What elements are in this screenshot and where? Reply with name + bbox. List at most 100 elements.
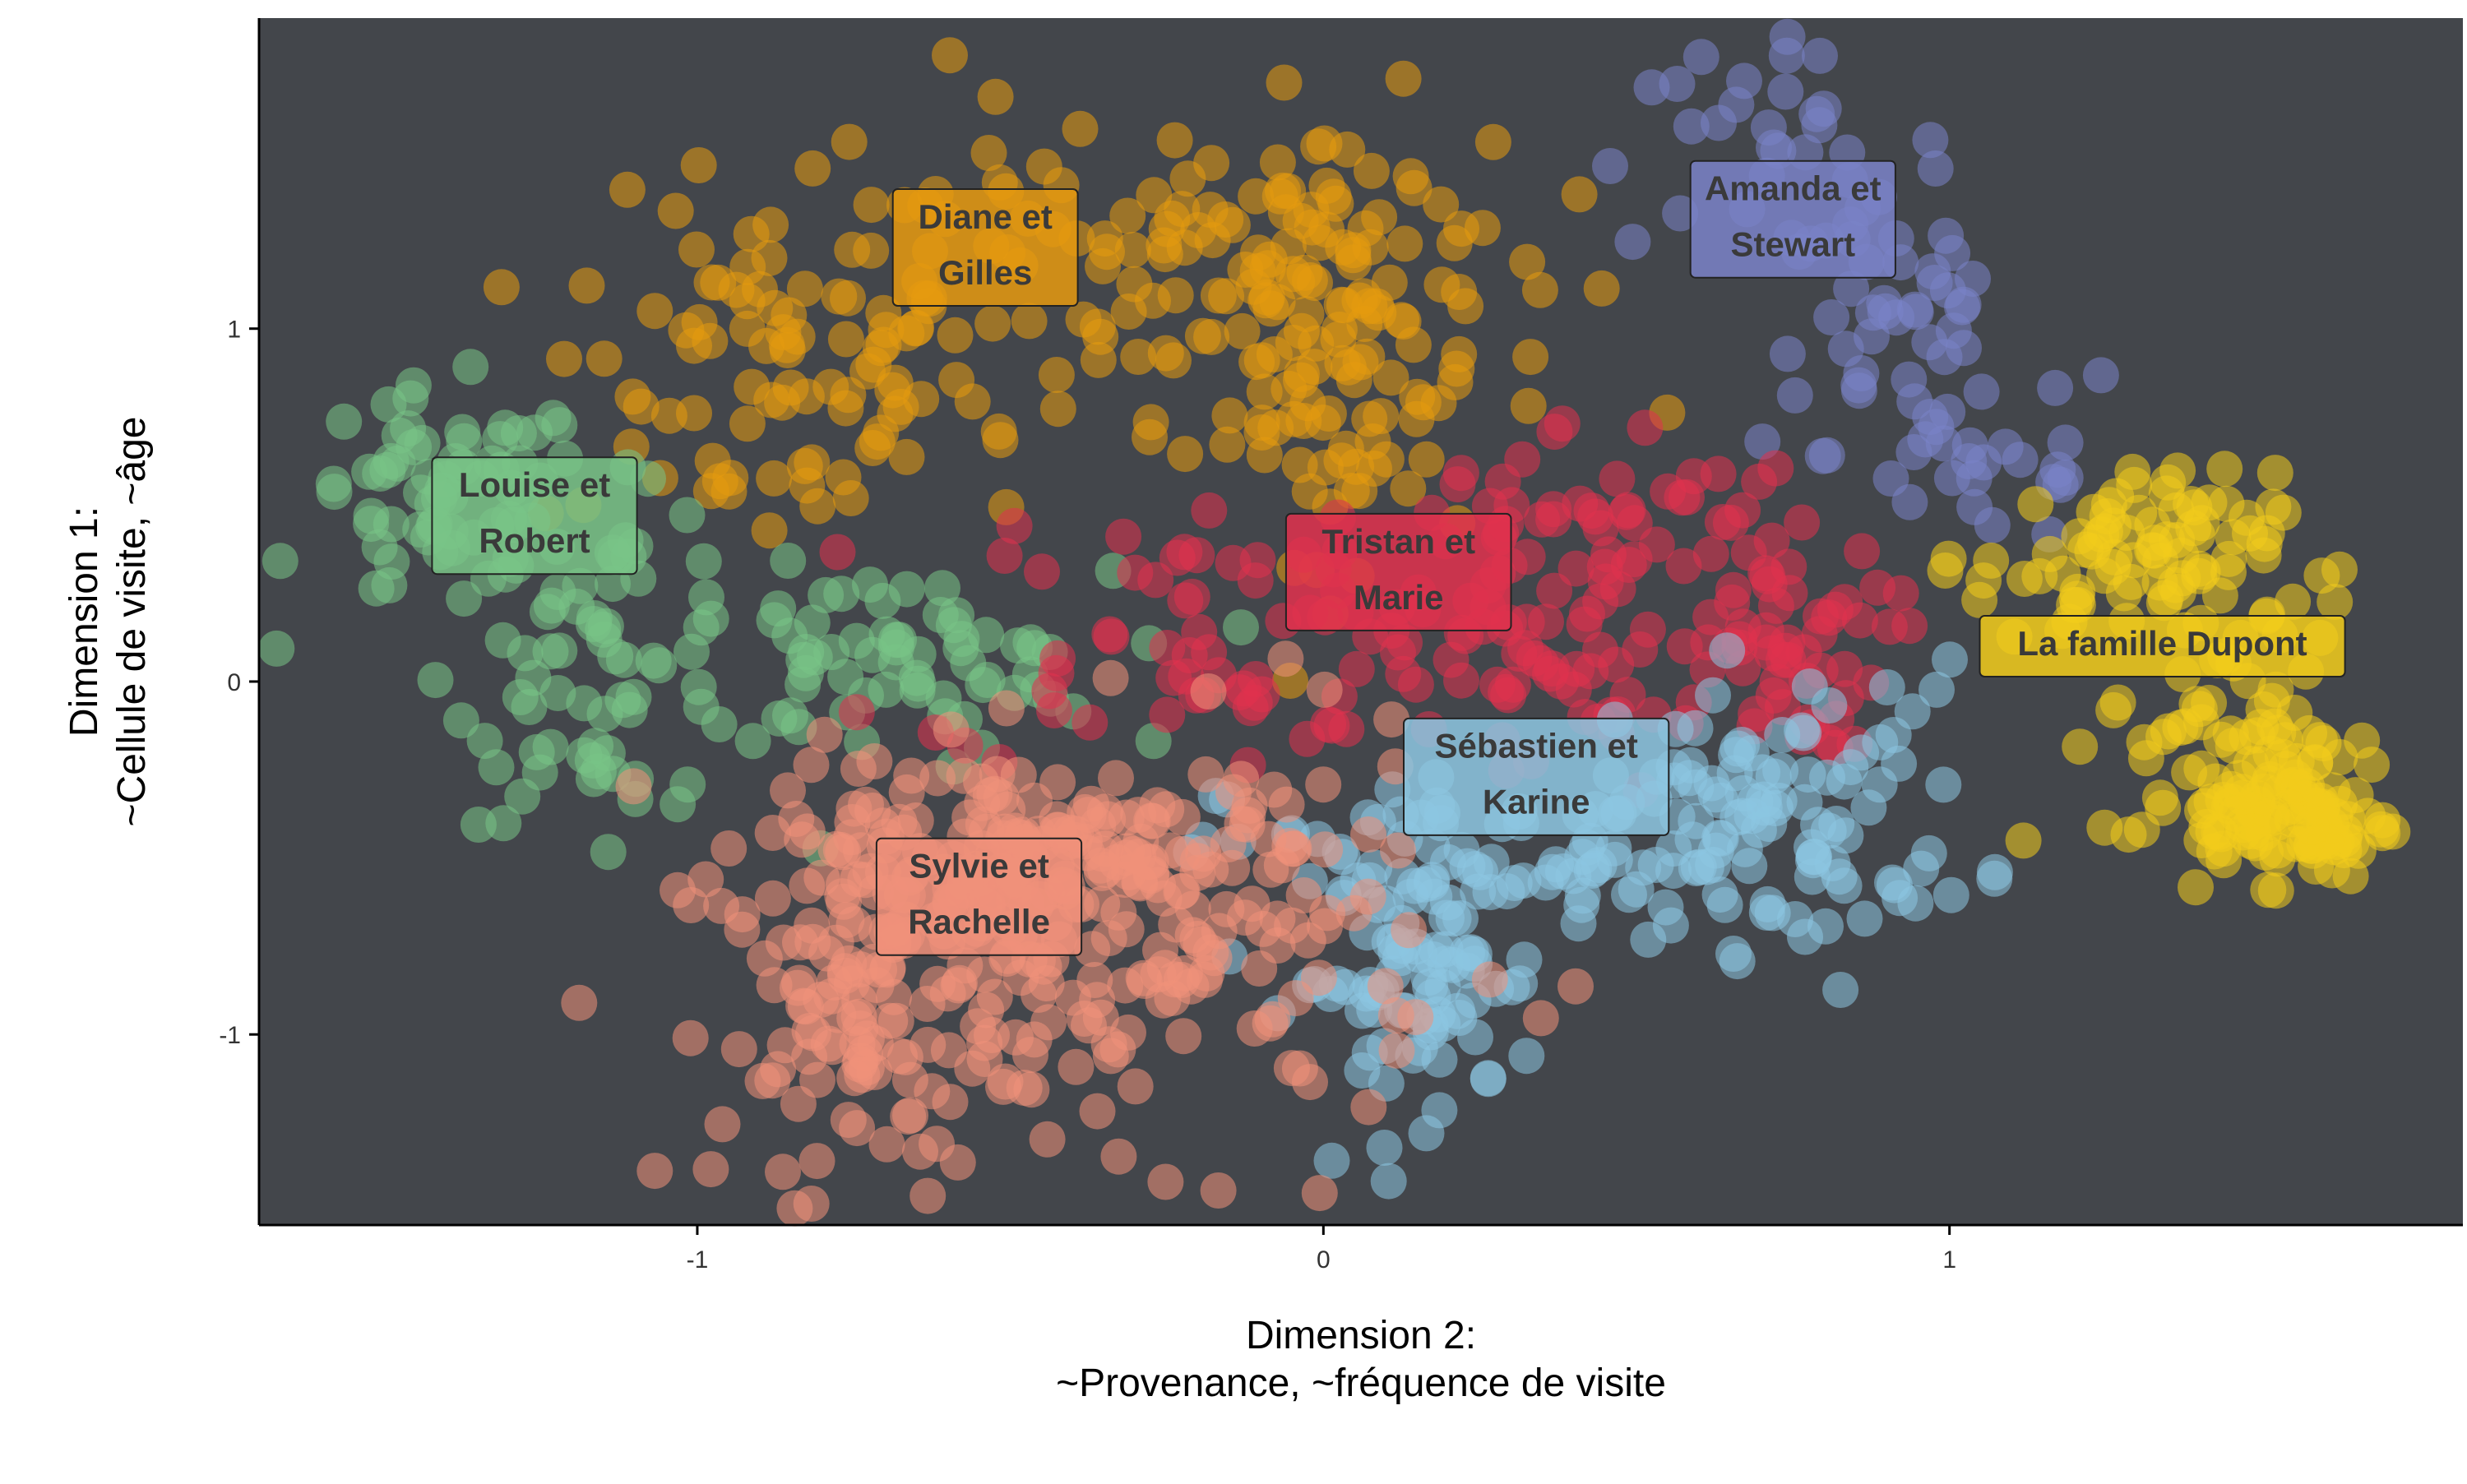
- data-point: [2354, 747, 2391, 784]
- data-point: [980, 413, 1017, 450]
- data-point: [1187, 756, 1224, 793]
- data-point: [1769, 335, 1806, 372]
- cluster-label-text: Gilles: [938, 253, 1032, 292]
- data-point: [1266, 64, 1303, 101]
- data-point: [1184, 317, 1221, 354]
- data-point: [452, 349, 489, 386]
- data-point: [1090, 801, 1127, 838]
- data-point: [1134, 802, 1171, 839]
- data-point: [1862, 724, 1899, 760]
- data-point: [1439, 992, 1476, 1029]
- data-point: [1744, 423, 1781, 460]
- data-point: [636, 293, 673, 330]
- data-point: [1692, 599, 1729, 636]
- data-point: [1557, 968, 1594, 1005]
- data-point: [1149, 696, 1186, 733]
- data-point: [1666, 628, 1703, 665]
- data-point: [1919, 671, 1955, 708]
- data-point: [1211, 397, 1248, 434]
- data-point: [688, 579, 724, 616]
- data-point: [636, 1153, 673, 1190]
- cluster-label-box: [431, 456, 638, 576]
- data-point: [888, 571, 925, 608]
- data-point: [1827, 817, 1864, 854]
- data-point: [1201, 913, 1238, 950]
- data-point: [1633, 69, 1670, 106]
- data-point: [983, 779, 1020, 816]
- data-point: [2176, 489, 2213, 526]
- data-point: [2256, 455, 2293, 492]
- data-point: [2157, 566, 2194, 603]
- data-point: [1373, 701, 1410, 738]
- data-point: [1315, 178, 1352, 215]
- data-point: [1776, 377, 1813, 414]
- data-point: [765, 924, 802, 961]
- data-point: [1385, 60, 1422, 97]
- data-point: [1522, 1000, 1559, 1037]
- data-point: [919, 760, 956, 797]
- series-points: [1927, 451, 2411, 909]
- data-point: [1350, 816, 1386, 853]
- data-point: [1789, 756, 1826, 793]
- data-point: [1114, 232, 1151, 268]
- data-point: [609, 171, 646, 208]
- data-point: [2332, 858, 2369, 895]
- data-point: [970, 135, 1007, 171]
- cluster-label: Louise et Robert: [431, 456, 638, 576]
- data-point: [672, 1019, 709, 1056]
- cluster-label-text: Sylvie et: [909, 847, 1048, 885]
- data-point: [1076, 962, 1113, 998]
- data-point: [1200, 1172, 1237, 1209]
- data-point: [2150, 464, 2187, 501]
- data-point: [1891, 608, 1928, 645]
- data-point: [1288, 296, 1325, 333]
- data-point: [789, 813, 826, 850]
- data-point: [1016, 1021, 1053, 1058]
- data-point: [882, 388, 919, 425]
- data-point: [1976, 860, 2013, 897]
- data-point: [669, 497, 706, 534]
- data-point: [1766, 641, 1802, 678]
- cluster-label-text: Louise et: [459, 465, 610, 504]
- data-point: [1557, 550, 1595, 587]
- data-point: [1709, 632, 1746, 669]
- data-point: [1927, 552, 1964, 589]
- data-point: [1397, 999, 1434, 1036]
- y-axis-title-line1: Dimension 1:: [62, 506, 106, 737]
- y-tick-label: -1: [219, 1022, 241, 1049]
- data-point: [262, 543, 299, 580]
- data-point: [1320, 321, 1357, 358]
- data-point: [568, 267, 605, 304]
- data-point: [326, 403, 363, 440]
- data-point: [1627, 409, 1664, 446]
- data-point: [1827, 331, 1864, 368]
- data-point: [1932, 876, 1969, 913]
- data-point: [754, 880, 791, 917]
- data-point: [1846, 900, 1883, 937]
- data-point: [2245, 691, 2282, 728]
- data-point: [865, 326, 902, 363]
- data-point: [969, 662, 1006, 698]
- data-point: [586, 340, 623, 377]
- data-point: [370, 386, 407, 423]
- data-point: [914, 1073, 951, 1110]
- data-point: [1039, 391, 1076, 428]
- data-point: [1844, 533, 1881, 570]
- data-point: [1675, 458, 1712, 495]
- data-point: [1223, 609, 1259, 646]
- data-point: [1974, 506, 2011, 543]
- data-point: [734, 368, 771, 405]
- data-point: [788, 378, 825, 415]
- data-point: [729, 405, 766, 442]
- cluster-label-box: [891, 188, 1079, 307]
- data-point: [1261, 178, 1298, 215]
- data-point: [2062, 728, 2099, 765]
- data-point: [1395, 326, 1432, 363]
- data-point: [1100, 1138, 1137, 1175]
- data-point: [1223, 760, 1260, 797]
- data-point: [1087, 830, 1124, 867]
- data-point: [1439, 466, 1476, 503]
- data-point: [1715, 936, 1752, 972]
- data-point: [1803, 598, 1839, 635]
